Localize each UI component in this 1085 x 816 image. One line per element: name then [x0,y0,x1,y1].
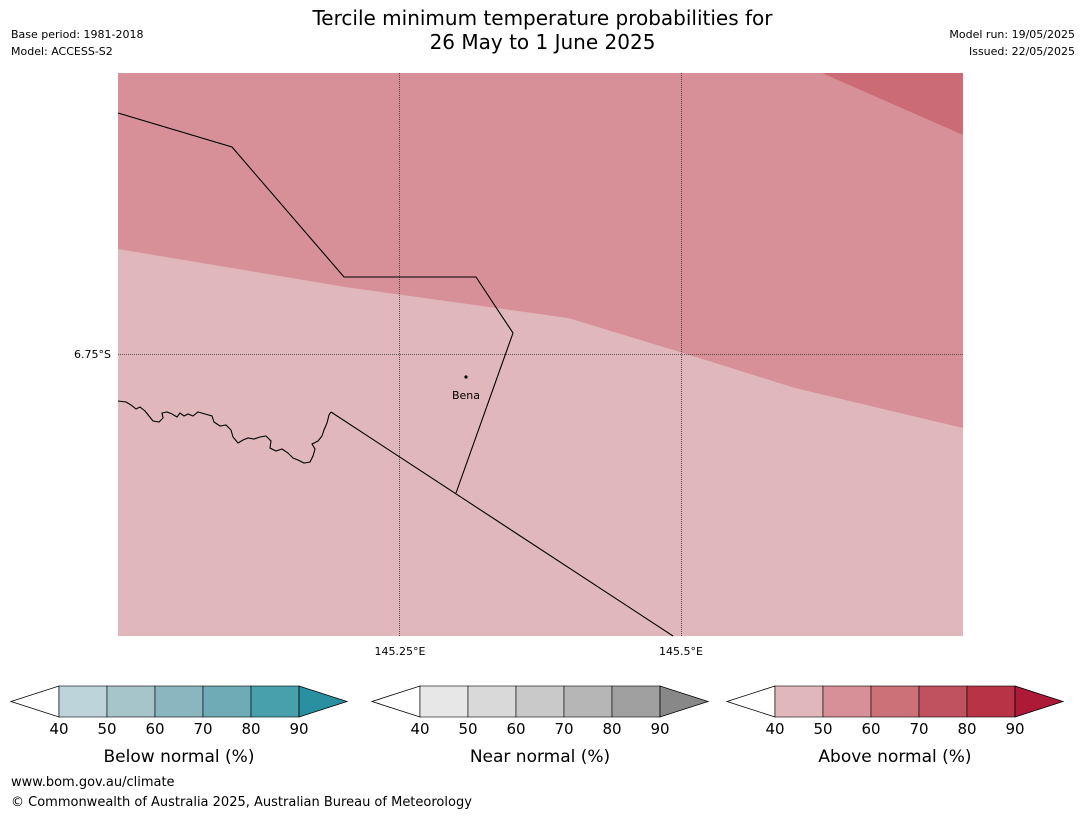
colorbar-below-segment-50 [106,685,156,718]
colorbar-below-tick-label: 40 [49,720,68,738]
region-above-50-60 [118,73,963,428]
colorbar-near-tick-label: 40 [410,720,429,738]
colorbar-near-over-arrow [659,685,710,718]
colorbar-near-segment-60 [515,685,565,718]
lon-label-145-25: 145.25°E [375,645,426,658]
colorbar-below-tick-label: 90 [289,720,308,738]
model-run-text: Model run: 19/05/2025 [949,28,1075,41]
model-text: Model: ACCESS-S2 [11,45,113,58]
colorbar-below-segment-80 [250,685,300,718]
colorbar-above-tick-label: 80 [957,720,976,738]
region-above-60-70 [822,73,963,135]
base-period-text: Base period: 1981-2018 [11,28,144,41]
meta-left: Base period: 1981-2018 Model: ACCESS-S2 [11,26,143,60]
issued-text: Issued: 22/05/2025 [968,45,1075,58]
footer-copyright: © Commonwealth of Australia 2025, Austra… [11,795,472,810]
lat-label: 6.75°S [74,348,111,361]
colorbar-above-segment-80 [966,685,1016,718]
river-line [117,400,332,464]
title-line-2: 26 May to 1 June 2025 [429,30,656,54]
colorbar-near-segment-40 [419,685,469,718]
colorbar-near-tick-label: 70 [554,720,573,738]
colorbar-near-segment-50 [467,685,517,718]
colorbar-above-tick-label: 40 [765,720,784,738]
colorbar-below-under-arrow [9,685,60,718]
colorbar-below: 40 50 60 70 80 90 Below normal (%) [9,685,349,767]
colorbar-below-tick-label: 70 [193,720,212,738]
meta-right: Model run: 19/05/2025 Issued: 22/05/2025 [949,26,1075,60]
boundary-line-north [117,112,514,494]
place-label-bena: Bena [452,389,480,402]
colorbar-above-tick-label: 90 [1005,720,1024,738]
colorbar-below-tick-label: 50 [97,720,116,738]
map-area [117,73,963,637]
colorbar-near-under-arrow [370,685,421,718]
colorbar-below-segment-70 [202,685,252,718]
colorbar-above-tick-label: 60 [861,720,880,738]
colorbar-above-segment-60 [870,685,920,718]
colorbar-below-title: Below normal (%) [104,747,255,767]
colorbar-below-tick-label: 60 [145,720,164,738]
colorbar-near-tick-label: 50 [458,720,477,738]
lon-label-145-5: 145.5°E [659,645,703,658]
colorbar-above-title: Above normal (%) [818,747,971,767]
colorbar-near-tick-label: 90 [650,720,669,738]
boundary-line-south [330,411,674,637]
colorbar-near-segment-80 [611,685,661,718]
colorbar-above-tick-label: 50 [813,720,832,738]
colorbar-near-tick-label: 60 [506,720,525,738]
title-line-1: Tercile minimum temperature probabilitie… [312,6,773,30]
footer-url: www.bom.gov.au/climate [11,775,175,790]
colorbar-above: 40 50 60 70 80 90 Above normal (%) [725,685,1065,767]
colorbar-near-tick-label: 80 [602,720,621,738]
colorbar-above-segment-50 [822,685,872,718]
colorbar-below-over-arrow [298,685,349,718]
colorbar-above-segment-70 [918,685,968,718]
map-title: Tercile minimum temperature probabilitie… [0,6,1085,54]
colorbar-near: 40 50 60 70 80 90 Near normal (%) [370,685,710,767]
colorbar-below-segment-40 [58,685,108,718]
colorbar-below-segment-60 [154,685,204,718]
colorbar-below-tick-label: 80 [241,720,260,738]
colorbar-group: 40 50 60 70 80 90 Below normal (%) 40 50 60 70 80 90… [9,685,1065,767]
colorbar-above-over-arrow [1014,685,1065,718]
colorbar-above-tick-label: 70 [909,720,928,738]
colorbar-above-segment-40 [774,685,824,718]
colorbar-above-under-arrow [725,685,776,718]
colorbar-near-title: Near normal (%) [470,747,610,767]
bena-marker [464,375,468,379]
colorbar-near-segment-70 [563,685,613,718]
